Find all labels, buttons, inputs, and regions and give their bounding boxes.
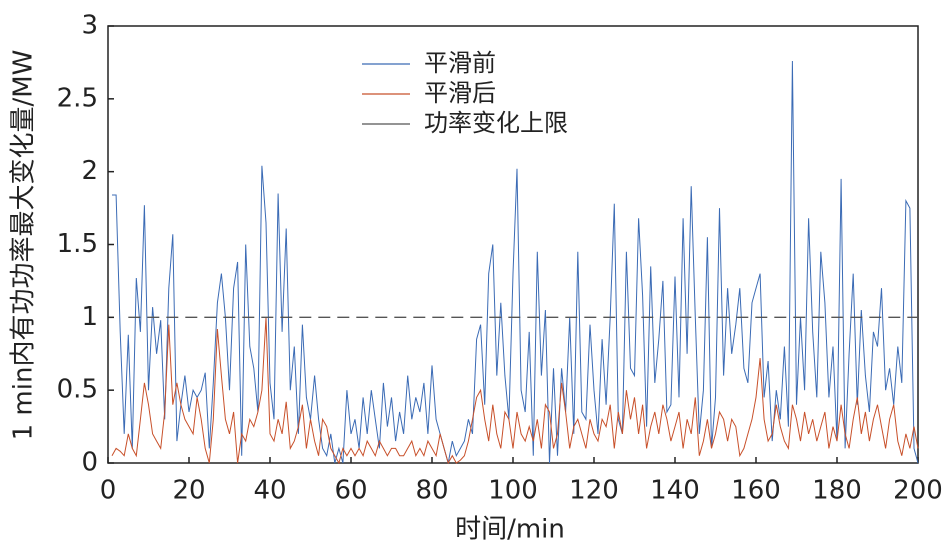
x-tick-label: 0 (100, 476, 117, 506)
x-tick-label: 120 (569, 476, 619, 506)
y-tick-label: 0.5 (57, 375, 98, 405)
x-tick-label: 180 (812, 476, 862, 506)
series-line (112, 60, 919, 464)
series-line (111, 317, 919, 465)
y-tick-label: 0 (81, 448, 98, 478)
x-tick-label: 60 (334, 476, 367, 506)
x-tick-label: 20 (172, 476, 205, 506)
legend-label: 功率变化上限 (424, 109, 568, 137)
y-tick-label: 3 (81, 11, 98, 41)
y-tick-label: 1.5 (57, 229, 98, 259)
y-tick-label: 2 (81, 156, 98, 186)
x-tick-label: 40 (253, 476, 286, 506)
y-tick-label: 1 (81, 302, 98, 332)
x-tick-label: 80 (415, 476, 448, 506)
legend-label: 平滑后 (424, 79, 496, 107)
x-tick-label: 200 (893, 476, 943, 506)
x-tick-label: 100 (488, 476, 538, 506)
x-tick-label: 160 (731, 476, 781, 506)
x-tick-label: 140 (650, 476, 700, 506)
y-axis-label: 1 min内有功功率最大变化量/MW (9, 50, 39, 441)
legend-label: 平滑前 (424, 49, 496, 77)
y-tick-label: 2.5 (57, 83, 98, 113)
x-axis-label: 时间/min (455, 515, 565, 545)
